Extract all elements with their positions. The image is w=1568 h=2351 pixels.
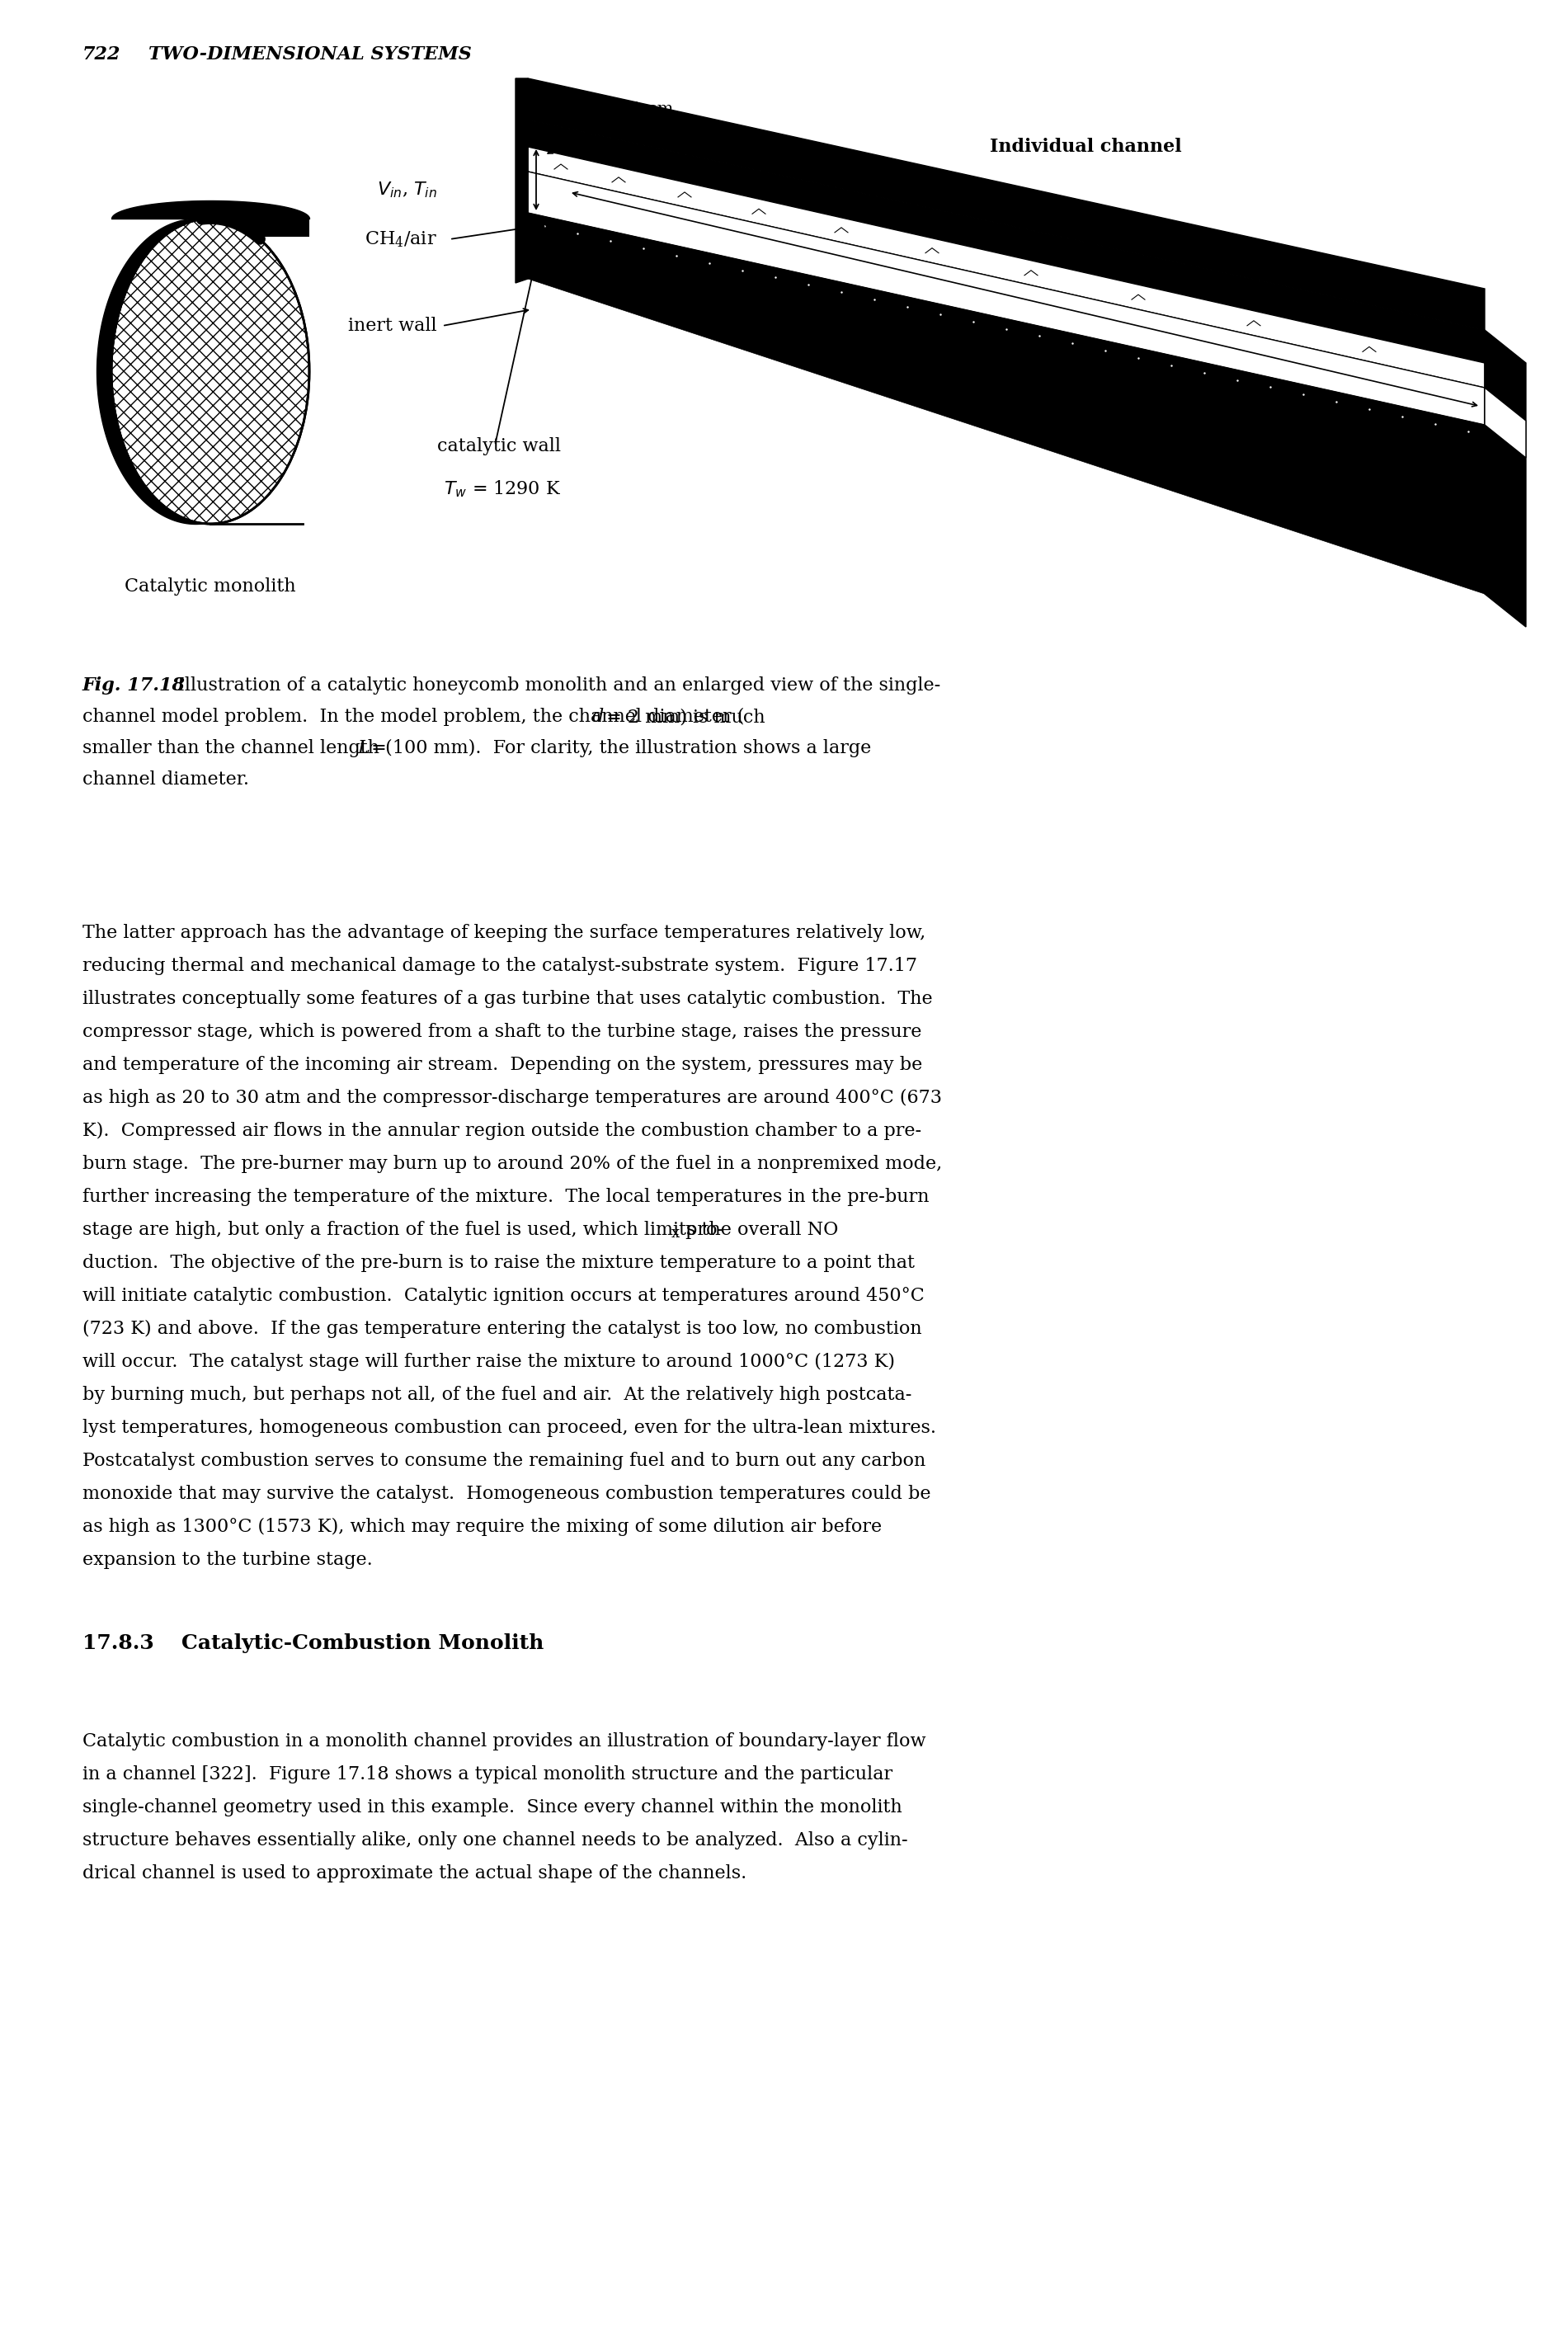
Text: channel diameter.: channel diameter. xyxy=(83,771,249,788)
Text: 9 cm: 9 cm xyxy=(1066,237,1109,254)
Text: stage are high, but only a fraction of the fuel is used, which limits the overal: stage are high, but only a fraction of t… xyxy=(83,1220,839,1239)
Text: $T_w$ = 1290 K: $T_w$ = 1290 K xyxy=(444,480,561,498)
Ellipse shape xyxy=(111,219,309,524)
Text: smaller than the channel length (: smaller than the channel length ( xyxy=(83,738,392,757)
Text: burn stage.  The pre-burner may burn up to around 20% of the fuel in a nonpremix: burn stage. The pre-burner may burn up t… xyxy=(83,1154,942,1173)
Text: illustrates conceptually some features of a gas turbine that uses catalytic comb: illustrates conceptually some features o… xyxy=(83,990,933,1009)
Text: channel model problem.  In the model problem, the channel diameter (: channel model problem. In the model prob… xyxy=(83,708,745,726)
Polygon shape xyxy=(528,146,1485,388)
Text: L: L xyxy=(358,738,370,757)
Text: catalytic wall: catalytic wall xyxy=(437,437,561,456)
Text: $V_{in}$, $T_{in}$: $V_{in}$, $T_{in}$ xyxy=(376,181,437,200)
Text: Illustration of a catalytic honeycomb monolith and an enlarged view of the singl: Illustration of a catalytic honeycomb mo… xyxy=(177,677,941,694)
Polygon shape xyxy=(516,78,528,282)
Polygon shape xyxy=(528,78,1485,329)
Text: in a channel [322].  Figure 17.18 shows a typical monolith structure and the par: in a channel [322]. Figure 17.18 shows a… xyxy=(83,1766,892,1784)
Polygon shape xyxy=(210,219,309,524)
Text: single-channel geometry used in this example.  Since every channel within the mo: single-channel geometry used in this exa… xyxy=(83,1799,902,1817)
Text: and temperature of the incoming air stream.  Depending on the system, pressures : and temperature of the incoming air stre… xyxy=(83,1056,922,1074)
Text: The latter approach has the advantage of keeping the surface temperatures relati: The latter approach has the advantage of… xyxy=(83,924,925,943)
Text: monoxide that may survive the catalyst.  Homogeneous combustion temperatures cou: monoxide that may survive the catalyst. … xyxy=(83,1486,931,1502)
Text: drical channel is used to approximate the actual shape of the channels.: drical channel is used to approximate th… xyxy=(83,1864,746,1883)
Text: = 2 mm) is much: = 2 mm) is much xyxy=(601,708,765,726)
Polygon shape xyxy=(528,120,1485,362)
Text: 1 cm: 1 cm xyxy=(630,101,674,118)
Text: (723 K) and above.  If the gas temperature entering the catalyst is too low, no : (723 K) and above. If the gas temperatur… xyxy=(83,1319,922,1338)
Polygon shape xyxy=(1485,388,1526,458)
Text: will initiate catalytic combustion.  Catalytic ignition occurs at temperatures a: will initiate catalytic combustion. Cata… xyxy=(83,1286,925,1305)
Text: duction.  The objective of the pre-burn is to raise the mixture temperature to a: duction. The objective of the pre-burn i… xyxy=(83,1253,914,1272)
Text: = 100 mm).  For clarity, the illustration shows a large: = 100 mm). For clarity, the illustration… xyxy=(365,738,872,757)
Text: as high as 1300°C (1573 K), which may require the mixing of some dilution air be: as high as 1300°C (1573 K), which may re… xyxy=(83,1519,881,1535)
Text: expansion to the turbine stage.: expansion to the turbine stage. xyxy=(83,1552,373,1568)
Text: Individual channel: Individual channel xyxy=(989,139,1182,155)
Text: reducing thermal and mechanical damage to the catalyst-substrate system.  Figure: reducing thermal and mechanical damage t… xyxy=(83,957,917,976)
Text: by burning much, but perhaps not all, of the fuel and air.  At the relatively hi: by burning much, but perhaps not all, of… xyxy=(83,1385,911,1404)
Text: 17.8.3: 17.8.3 xyxy=(83,1634,154,1653)
Text: Postcatalyst combustion serves to consume the remaining fuel and to burn out any: Postcatalyst combustion serves to consum… xyxy=(83,1453,925,1469)
Text: Catalytic monolith: Catalytic monolith xyxy=(125,578,296,595)
Polygon shape xyxy=(528,172,1485,426)
Text: x: x xyxy=(671,1225,681,1241)
Text: compressor stage, which is powered from a shaft to the turbine stage, raises the: compressor stage, which is powered from … xyxy=(83,1023,922,1041)
Text: as high as 20 to 30 atm and the compressor-discharge temperatures are around 400: as high as 20 to 30 atm and the compress… xyxy=(83,1089,942,1107)
Text: lyst temperatures, homogeneous combustion can proceed, even for the ultra-lean m: lyst temperatures, homogeneous combustio… xyxy=(83,1420,936,1436)
Polygon shape xyxy=(1485,329,1526,628)
Polygon shape xyxy=(210,219,309,237)
Text: pro-: pro- xyxy=(679,1220,723,1239)
Polygon shape xyxy=(528,214,1485,595)
Text: Fig. 17.18: Fig. 17.18 xyxy=(83,677,185,694)
Text: Catalytic-Combustion Monolith: Catalytic-Combustion Monolith xyxy=(182,1634,544,1653)
Polygon shape xyxy=(210,219,306,524)
Text: TWO-DIMENSIONAL SYSTEMS: TWO-DIMENSIONAL SYSTEMS xyxy=(149,45,472,63)
Text: structure behaves essentially alike, only one channel needs to be analyzed.  Als: structure behaves essentially alike, onl… xyxy=(83,1831,908,1850)
Text: $\mathregular{CH_4}$/air: $\mathregular{CH_4}$/air xyxy=(365,230,437,249)
Text: inert wall: inert wall xyxy=(348,317,437,334)
Text: Catalytic combustion in a monolith channel provides an illustration of boundary-: Catalytic combustion in a monolith chann… xyxy=(83,1733,925,1751)
Text: will occur.  The catalyst stage will further raise the mixture to around 1000°C : will occur. The catalyst stage will furt… xyxy=(83,1352,895,1371)
Text: 722: 722 xyxy=(83,45,121,63)
Text: further increasing the temperature of the mixture.  The local temperatures in th: further increasing the temperature of th… xyxy=(83,1187,930,1206)
Text: d: d xyxy=(593,708,604,726)
Text: K).  Compressed air flows in the annular region outside the combustion chamber t: K). Compressed air flows in the annular … xyxy=(83,1121,922,1140)
